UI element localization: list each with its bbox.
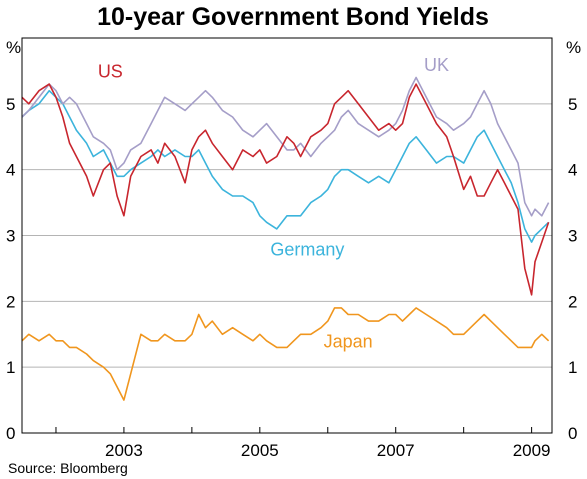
chart-title: 10-year Government Bond Yields bbox=[97, 3, 489, 31]
series-line-germany bbox=[21, 89, 550, 243]
y-tick-left-4: 4 bbox=[6, 161, 15, 180]
axis-ticks: 0 0 1 1 2 2 3 3 4 4 5 5 2003 2005 2007 2009 bbox=[6, 95, 577, 460]
y-tick-left-0: 0 bbox=[6, 424, 15, 443]
y-tick-left-1: 1 bbox=[6, 358, 15, 377]
series-label-japan: Japan bbox=[324, 331, 373, 351]
gridlines bbox=[22, 103, 552, 368]
series-line-uk bbox=[21, 76, 550, 217]
series-lines bbox=[21, 76, 550, 401]
source-note: Source: Bloomberg bbox=[8, 460, 128, 476]
y-tick-right-0: 0 bbox=[568, 424, 577, 443]
series-line-japan bbox=[21, 307, 550, 401]
x-tick-2009: 2009 bbox=[513, 441, 551, 460]
y-tick-left-2: 2 bbox=[6, 292, 15, 311]
right-unit-label: % bbox=[566, 38, 581, 57]
x-tick-2005: 2005 bbox=[241, 441, 279, 460]
y-tick-left-5: 5 bbox=[6, 95, 15, 114]
y-tick-right-5: 5 bbox=[568, 95, 577, 114]
y-tick-right-2: 2 bbox=[568, 292, 577, 311]
y-tick-left-3: 3 bbox=[6, 227, 15, 246]
series-label-us: US bbox=[98, 62, 123, 82]
x-tick-2003: 2003 bbox=[105, 441, 143, 460]
series-labels: Japan Germany UK US bbox=[98, 55, 449, 351]
y-tick-right-1: 1 bbox=[568, 358, 577, 377]
series-line-us bbox=[21, 83, 550, 296]
x-tick-2007: 2007 bbox=[377, 441, 415, 460]
series-label-germany: Germany bbox=[270, 239, 344, 259]
plot-frame bbox=[21, 37, 553, 434]
series-label-uk: UK bbox=[424, 55, 449, 75]
y-tick-right-4: 4 bbox=[568, 161, 577, 180]
y-tick-right-3: 3 bbox=[568, 227, 577, 246]
left-unit-label: % bbox=[6, 38, 21, 57]
